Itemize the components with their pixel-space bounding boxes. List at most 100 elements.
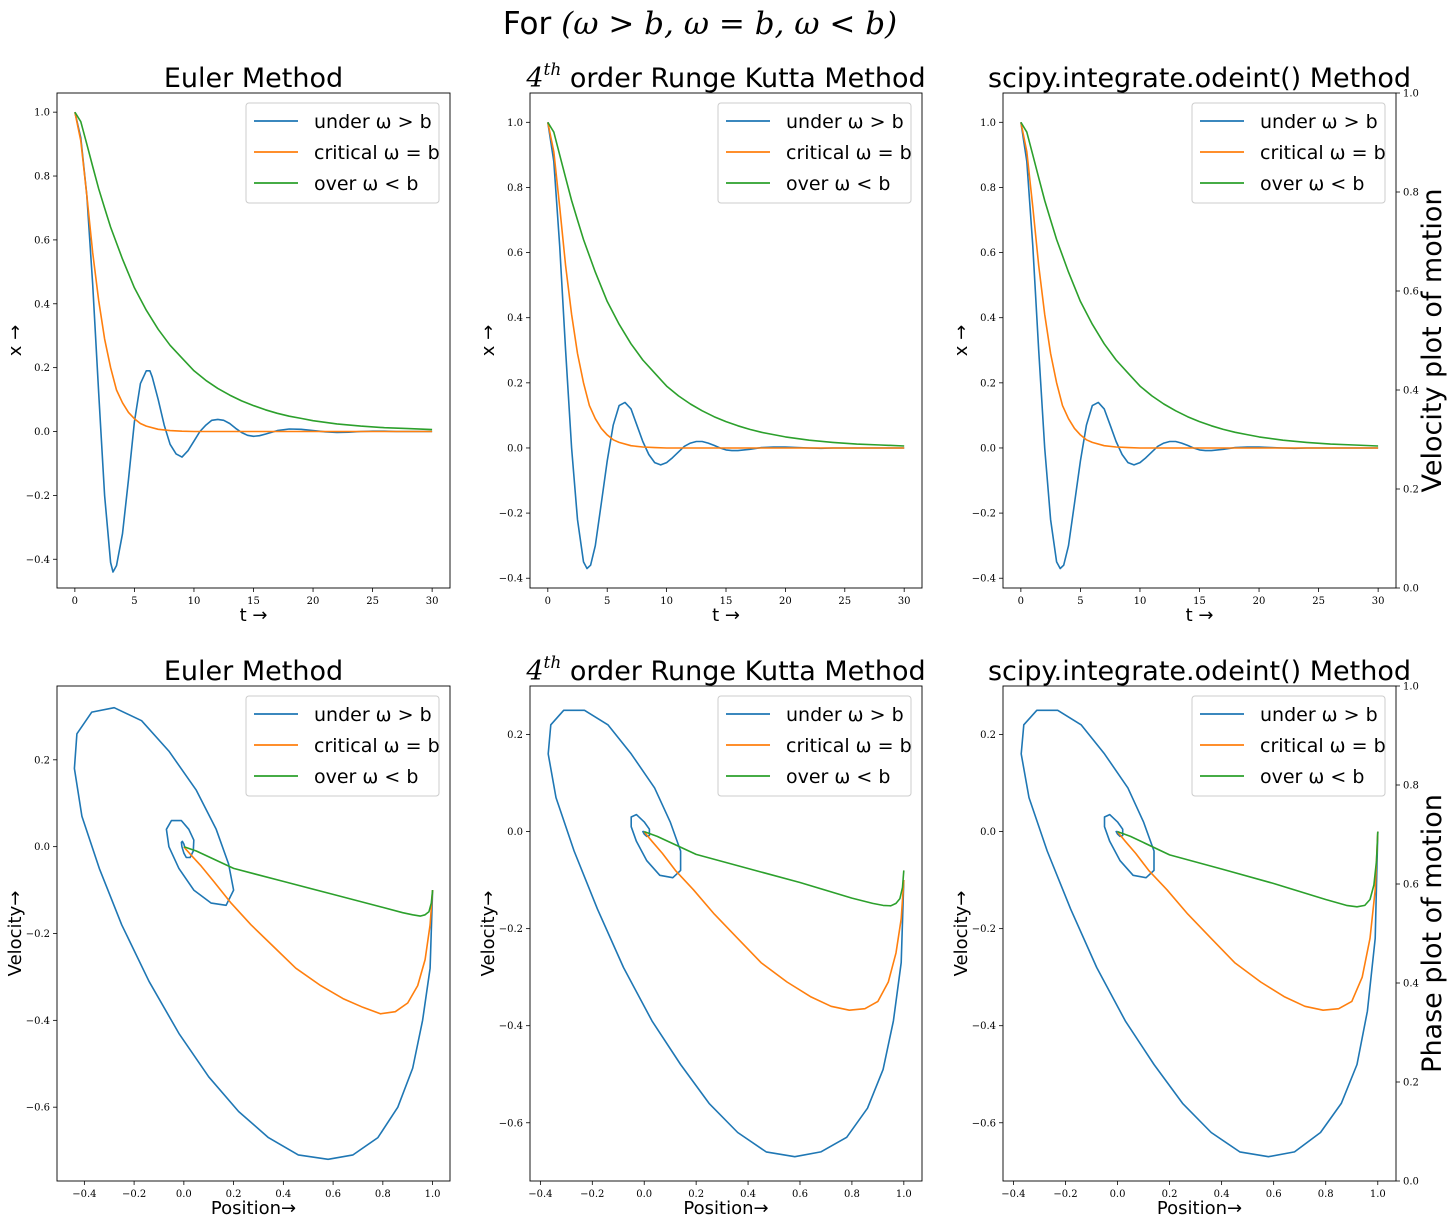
panel-title: scipy.integrate.odeint() Method	[988, 63, 1411, 94]
y-tick-label: −0.4	[499, 574, 523, 585]
x-tick-label: 20	[779, 596, 792, 607]
title-text: scipy.integrate.odeint() Method	[988, 656, 1411, 687]
legend: under ω > b critical ω = b over ω < b	[717, 102, 912, 204]
y-tick-label: 0.2	[507, 730, 523, 741]
series-line-critical	[1020, 122, 1379, 449]
title-text: Euler Method	[164, 63, 343, 94]
legend-label-under: under ω > b	[1260, 704, 1378, 726]
title-text: order Runge Kutta Method	[561, 63, 925, 94]
x-tick-label: 0.4	[275, 1189, 291, 1200]
axes-frame	[1002, 685, 1397, 1182]
x-tick-label: 0	[545, 596, 551, 607]
y-tick-label: 0.2	[980, 730, 996, 741]
series-group	[1020, 121, 1379, 570]
legend: under ω > b critical ω = b over ω < b	[717, 695, 912, 797]
suptitle-math: (ω > b, ω = b, ω < b)	[561, 6, 897, 42]
x-tick-label: −0.4	[528, 1189, 552, 1200]
y-tick-label: −0.2	[972, 509, 996, 520]
legend-label-critical: critical ω = b	[314, 735, 440, 757]
y-tick-label: 0.6	[980, 248, 996, 259]
series-line-under	[74, 112, 433, 573]
title-prefix: 4	[525, 656, 543, 687]
side-axis-label: Phase plot of motion	[1417, 794, 1448, 1073]
series-group	[547, 709, 905, 1158]
x-tick-label: −0.4	[1001, 1189, 1025, 1200]
legend-label-over: over ω < b	[1260, 766, 1364, 788]
y-tick-label: 0.0	[507, 827, 523, 838]
y-tick-label: 0.6	[34, 235, 50, 246]
panel-1: 0 5 10 15 20 25 30 −0.4 −0.2 0.0 0.2 0.4 0.6 0.8 1.0 Eu…	[5, 63, 451, 626]
legend: under ω > b critical ω = b over ω < b	[1191, 695, 1386, 797]
y-tick-label: −0.6	[26, 1103, 50, 1114]
y-tick-label: −0.6	[499, 1118, 523, 1129]
x-tick-label: 5	[1077, 596, 1083, 607]
legend: under ω > b critical ω = b over ω < b	[1191, 102, 1386, 204]
y-tick-label: 0.0	[507, 443, 523, 454]
panel-title: Euler Method	[164, 63, 343, 94]
legend-label-under: under ω > b	[786, 111, 904, 133]
series-line-under	[73, 706, 434, 1161]
x-tick-label: 10	[188, 596, 201, 607]
legend-label-under: under ω > b	[786, 704, 904, 726]
x-tick-label: 0.8	[1318, 1189, 1334, 1200]
series-group	[74, 111, 433, 573]
title-text: order Runge Kutta Method	[561, 656, 925, 687]
y-tick-label: −0.2	[972, 924, 996, 935]
y-tick-label: 0.2	[34, 363, 50, 374]
series-line-over	[74, 111, 433, 431]
x-axis-label: Position→	[1157, 1198, 1242, 1219]
x-tick-label: 25	[1312, 596, 1325, 607]
x-tick-label: 10	[1134, 596, 1147, 607]
series-line-critical	[547, 122, 905, 449]
series-group	[73, 706, 434, 1161]
right-y-tick-label: 1.0	[1403, 89, 1419, 100]
series-line-over	[643, 830, 905, 907]
series-line-over	[1117, 830, 1379, 908]
suptitle-text: For	[503, 6, 561, 42]
y-tick-label: −0.4	[26, 555, 50, 566]
y-tick-label: −0.2	[26, 929, 50, 940]
title-text: Euler Method	[164, 656, 343, 687]
series-line-under	[547, 122, 905, 570]
panel-6: −0.4 −0.2 0.0 0.2 0.4 0.6 0.8 1.0 −0.6 −0.4 −0.2 0.…	[951, 656, 1448, 1219]
series-line-under	[547, 709, 905, 1158]
series-line-critical	[1116, 831, 1379, 1011]
panel-title: 4th order Runge Kutta Method	[525, 653, 925, 687]
right-y-tick-label: 0.8	[1403, 781, 1419, 792]
title-text: scipy.integrate.odeint() Method	[988, 63, 1411, 94]
y-axis-label: Velocity→	[5, 891, 26, 977]
x-tick-label: −0.4	[72, 1189, 96, 1200]
x-tick-label: 25	[838, 596, 851, 607]
series-line-over	[547, 121, 905, 447]
x-tick-label: 0	[72, 596, 78, 607]
x-tick-label: 15	[247, 596, 260, 607]
x-tick-label: 0	[1018, 596, 1024, 607]
y-tick-label: 0.4	[34, 299, 50, 310]
y-tick-label: −0.4	[499, 1021, 523, 1032]
right-y-tick-label: 0.2	[1403, 1078, 1419, 1089]
y-tick-label: 0.0	[980, 443, 996, 454]
y-tick-label: 0.8	[34, 172, 50, 183]
legend-label-over: over ω < b	[1260, 173, 1364, 195]
x-tick-label: 20	[307, 596, 320, 607]
legend-box	[1191, 695, 1386, 797]
y-tick-label: 0.0	[34, 427, 50, 438]
panel-title: Euler Method	[164, 656, 343, 687]
y-axis-label: Velocity→	[478, 891, 499, 977]
y-tick-label: 0.4	[507, 313, 523, 324]
x-axis-label: t →	[240, 605, 268, 626]
right-y-tick-label: 0.0	[1403, 584, 1419, 595]
y-axis-label: x →	[478, 325, 499, 356]
x-axis-label: Position→	[211, 1198, 296, 1219]
x-tick-label: −0.2	[1053, 1189, 1077, 1200]
y-tick-label: 0.0	[34, 842, 50, 853]
legend-box	[245, 102, 440, 204]
series-group	[547, 121, 905, 570]
legend-label-over: over ω < b	[314, 766, 418, 788]
panel-2: 0 5 10 15 20 25 30−0.4−0.20.00.20.40.60.81.04t…	[478, 60, 926, 626]
legend-label-critical: critical ω = b	[1260, 142, 1386, 164]
title-superscript: th	[544, 60, 562, 80]
x-tick-label: 0.6	[1266, 1189, 1282, 1200]
x-tick-label: 0.2	[1162, 1189, 1178, 1200]
y-tick-label: 0.6	[507, 248, 523, 259]
